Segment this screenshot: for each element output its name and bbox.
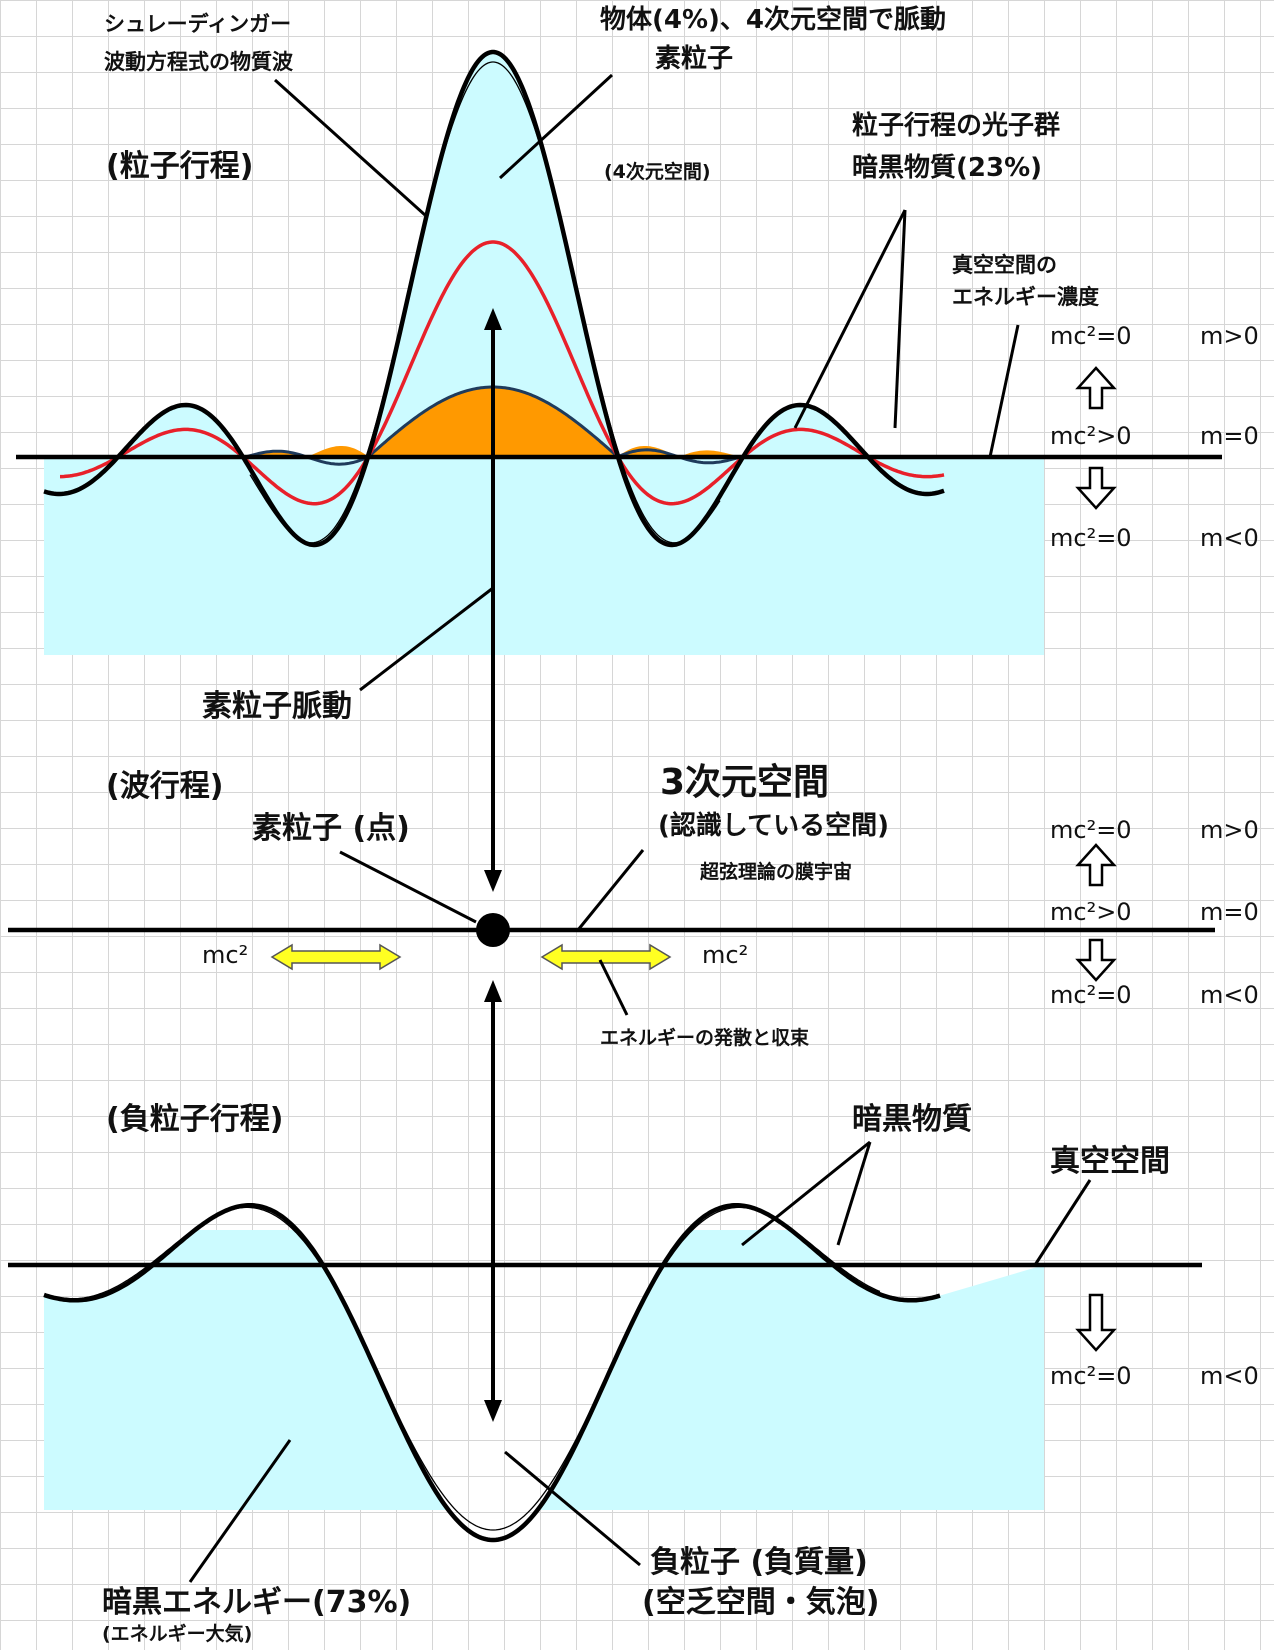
dark-matter-label: 暗黒物質 [852, 1102, 972, 1137]
dark-energy-label-1: 暗黒エネルギー(73%) [102, 1585, 412, 1620]
pulse-arrow-head-down-lower [484, 1400, 502, 1422]
leader-photons-b [893, 209, 907, 429]
pulse-label: 素粒子脈動 [202, 689, 352, 724]
negative-wave [43, 1203, 941, 1543]
middle-state-m-3: m<0 [1200, 981, 1259, 1009]
upper-state-m-2: m=0 [1200, 422, 1259, 450]
mc2-left-label: mc² [202, 941, 249, 969]
matter-wave-area [44, 52, 945, 545]
mc2-right-label: mc² [702, 941, 749, 969]
leader-pulse [359, 586, 494, 692]
upper-state-eq-1: mc²=0 [1050, 322, 1132, 350]
hollow-arrow-up-1 [1075, 366, 1117, 410]
thin-wave [249, 61, 721, 544]
point-particle-label: 素粒子 (点) [252, 811, 410, 846]
middle-state-m-1: m>0 [1200, 816, 1259, 844]
leader-matter [498, 73, 614, 180]
energy-caption: エネルギーの発散と収束 [600, 1027, 810, 1049]
brane-label: 超弦理論の膜宇宙 [700, 861, 853, 883]
negative-particle-label-2: (空乏空間・気泡) [642, 1585, 880, 1620]
leader-energy [598, 959, 629, 1016]
schrodinger-label-2: 波動方程式の物質波 [104, 50, 293, 74]
energy-arrow-left [270, 943, 402, 971]
leader-vacuum [988, 324, 1020, 458]
leader-dark-matter-a [741, 1140, 871, 1247]
hollow-arrow-down-1 [1075, 466, 1117, 510]
red-wave [60, 240, 945, 506]
matter-label-1: 物体(4%)、4次元空間で脈動 [600, 5, 946, 35]
vacuum-energy-label-2: エネルギー濃度 [952, 285, 1099, 309]
leader-3d [576, 849, 645, 931]
leader-negative [504, 1450, 641, 1567]
leader-dark-matter-b [836, 1141, 872, 1246]
middle-state-eq-2: mc²>0 [1050, 898, 1132, 926]
wave-process-label: (波行程) [106, 769, 224, 804]
middle-state-m-2: m=0 [1200, 898, 1259, 926]
leader-schrodinger [273, 78, 427, 217]
leader-lines [188, 73, 1092, 1583]
pulse-arrow-head-up-lower [484, 980, 502, 1002]
leader-dark-energy [188, 1439, 292, 1583]
recognized-space-label: (認識している空間) [658, 811, 889, 841]
black-matter-wave [43, 49, 945, 548]
four-d-space-label: (4次元空間) [604, 161, 711, 183]
hollow-arrow-down-3 [1075, 1293, 1117, 1352]
photons-label-1: 粒子行程の光子群 [852, 111, 1061, 141]
vacuum-energy-label-1: 真空空間の [952, 253, 1057, 277]
three-d-space-title: 3次元空間 [660, 762, 830, 803]
photons-label-2: 暗黒物質(23%) [852, 153, 1042, 183]
negative-process-label: (負粒子行程) [106, 1102, 284, 1137]
lower-state-m: m<0 [1200, 1362, 1259, 1390]
upper-background-fill [44, 457, 1044, 655]
middle-state-eq-1: mc²=0 [1050, 816, 1132, 844]
middle-state-eq-3: mc²=0 [1050, 981, 1132, 1009]
upper-state-m-1: m>0 [1200, 322, 1259, 350]
leader-point [339, 850, 477, 924]
upper-state-eq-2: mc²>0 [1050, 422, 1132, 450]
vacuum-label: 真空空間 [1050, 1144, 1170, 1179]
schrodinger-label-1: シュレーディンガー [104, 12, 292, 36]
negative-particle-label-1: 負粒子 (負質量) [650, 1545, 868, 1580]
leader-photons-a [793, 209, 907, 429]
point-particle [476, 913, 510, 947]
matter-label-2: 素粒子 [655, 44, 734, 74]
leader-vacuum-lower [1033, 1179, 1092, 1266]
hollow-arrow-down-2 [1075, 938, 1117, 982]
energy-arrow-right [540, 943, 672, 971]
lower-fill-area [44, 1230, 1044, 1510]
pulse-arrow-head-up [484, 308, 502, 330]
pulse-arrow-head-down [484, 870, 502, 892]
upper-state-m-3: m<0 [1200, 524, 1259, 552]
lower-state-eq: mc²=0 [1050, 1362, 1132, 1390]
particle-process-label: (粒子行程) [106, 149, 254, 184]
hollow-arrow-up-2 [1075, 843, 1117, 887]
upper-state-eq-3: mc²=0 [1050, 524, 1132, 552]
dark-energy-label-2: (エネルギー大気) [102, 1623, 253, 1645]
